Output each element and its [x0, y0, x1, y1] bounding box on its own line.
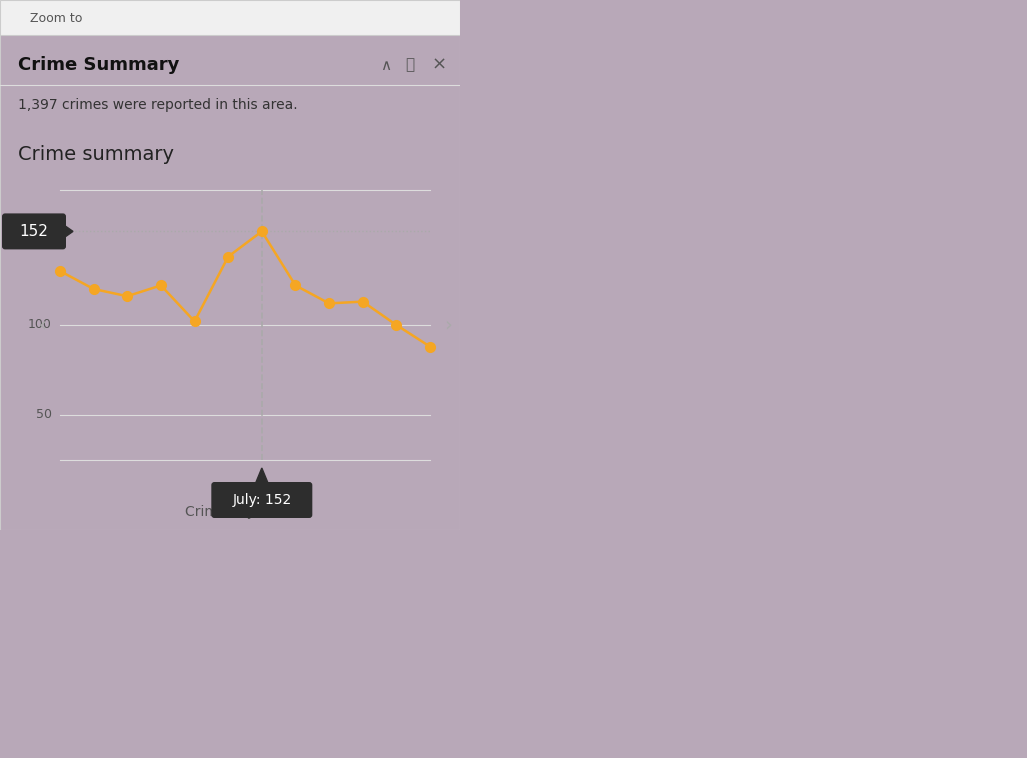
Text: 100: 100 — [28, 318, 52, 331]
Text: ∧: ∧ — [380, 58, 391, 73]
Text: ›: › — [444, 315, 452, 334]
Text: Zoom to: Zoom to — [30, 11, 82, 24]
Text: Crime summary: Crime summary — [18, 146, 174, 164]
Polygon shape — [63, 224, 73, 239]
Text: ⧉: ⧉ — [405, 58, 414, 73]
Text: 50: 50 — [36, 409, 52, 421]
FancyBboxPatch shape — [212, 482, 312, 518]
Text: Crimes by month: Crimes by month — [185, 505, 305, 519]
Text: 152: 152 — [20, 224, 48, 239]
Text: ×: × — [432, 56, 447, 74]
Polygon shape — [255, 468, 269, 485]
Text: July: 152: July: 152 — [232, 493, 292, 507]
Text: ‹: ‹ — [38, 315, 46, 334]
Text: 1,397 crimes were reported in this area.: 1,397 crimes were reported in this area. — [18, 98, 298, 112]
FancyBboxPatch shape — [0, 0, 460, 35]
Text: Crime Summary: Crime Summary — [18, 56, 180, 74]
FancyBboxPatch shape — [2, 214, 66, 249]
